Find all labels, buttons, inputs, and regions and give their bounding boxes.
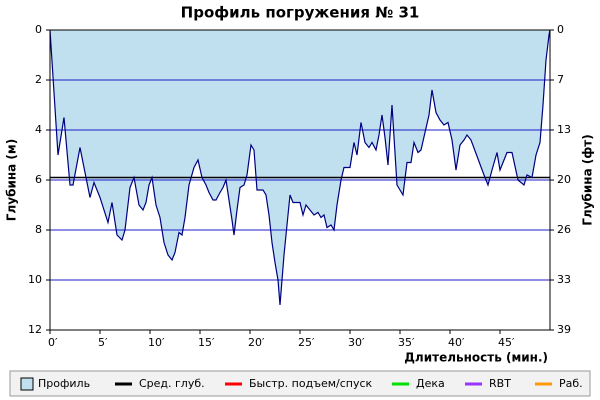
y-tick-label: 8: [35, 223, 42, 236]
y-tick-label: 2: [35, 73, 42, 86]
profile-line: [49, 29, 551, 306]
y-axis-title: Глубина (м): [5, 139, 19, 221]
legend-label: Сред. глуб.: [139, 377, 205, 390]
legend-swatch: [20, 377, 34, 391]
y-tick-label: 4: [35, 123, 42, 136]
y-tick-label: 0: [35, 23, 42, 36]
legend-label: Раб.: [559, 377, 583, 390]
x-tick-label: 25′: [298, 336, 315, 349]
x-tick-label: 45′: [498, 336, 515, 349]
y-tick-label: 6: [35, 173, 42, 186]
chart-title: Профиль погружения № 31: [181, 4, 420, 22]
legend-label: Профиль: [38, 377, 90, 390]
y2-tick-label: 26: [557, 223, 571, 236]
x-tick-label: 35′: [398, 336, 415, 349]
x-tick-label: 40′: [448, 336, 465, 349]
y2-tick-label: 13: [557, 123, 571, 136]
x-tick-label: 10′: [148, 336, 165, 349]
legend-label: Дека: [416, 377, 445, 390]
x-tick-label: 20′: [248, 336, 265, 349]
legend-label: Быстр. подъем/спуск: [249, 377, 373, 390]
y-tick-label: 12: [28, 323, 42, 336]
profile-area: [50, 30, 550, 305]
y2-tick-label: 33: [557, 273, 571, 286]
legend-label: RBT: [489, 377, 511, 390]
plot-border: [49, 29, 551, 331]
x-tick-label: 30′: [348, 336, 365, 349]
y-tick-label: 10: [28, 273, 42, 286]
x-axis-title: Длительность (мин.): [404, 351, 548, 365]
x-tick-label: 0′: [48, 336, 58, 349]
legend-box: [9, 370, 591, 397]
x-tick-label: 5′: [98, 336, 108, 349]
x-tick-label: 15′: [198, 336, 215, 349]
y2-tick-label: 39: [557, 323, 571, 336]
y2-axis-title: Глубина (фт): [581, 134, 595, 225]
y2-tick-label: 20: [557, 173, 571, 186]
y2-tick-label: 7: [557, 73, 564, 86]
y2-tick-label: 0: [557, 23, 564, 36]
